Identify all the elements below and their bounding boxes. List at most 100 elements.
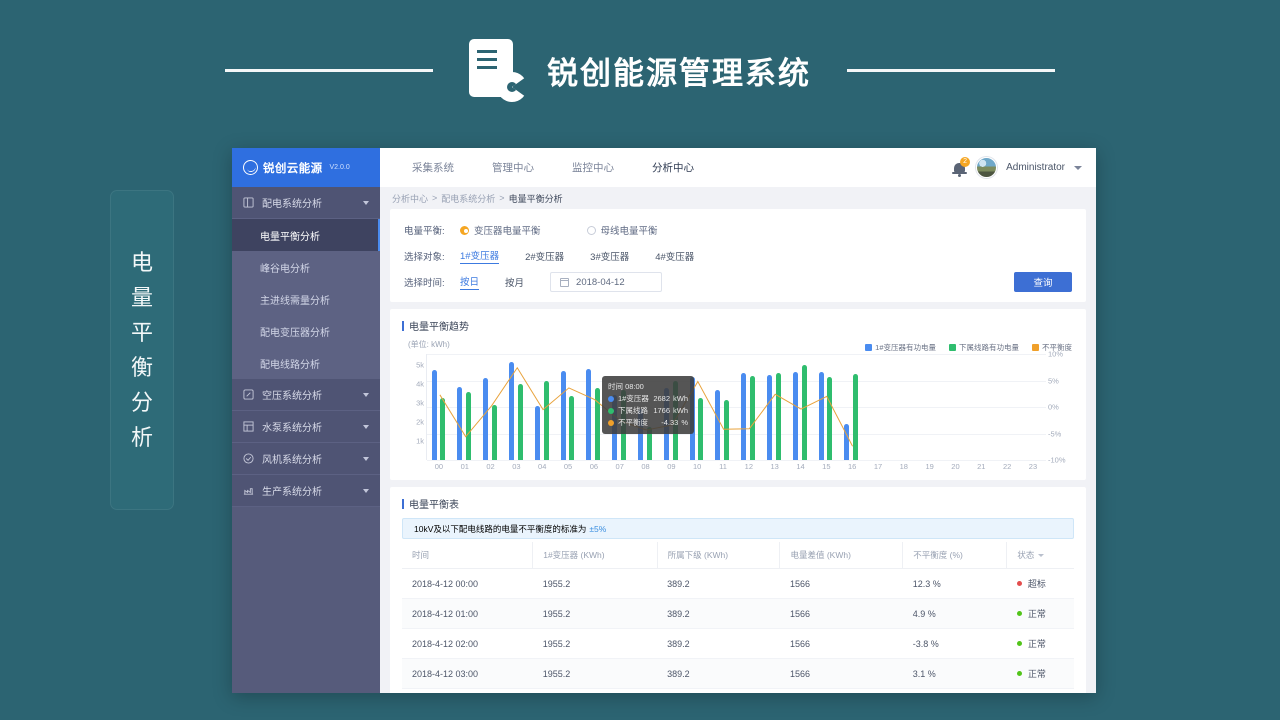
legend-item-2[interactable]: 不平衡度 [1032,342,1072,353]
topbar-right: 2 Administrator [952,148,1096,187]
sidebar-item-peak-valley-analysis[interactable]: 峰谷电分析 [232,251,380,283]
chart-bar-slot[interactable] [814,354,840,460]
breadcrumb-part-1[interactable]: 配电系统分析 [441,193,496,204]
sidebar-group-water-pump[interactable]: 水泵系统分析 [232,411,380,443]
avatar[interactable] [976,157,998,178]
status-dot-icon [1016,611,1022,616]
calendar-icon [560,277,570,287]
x-tick-label: 10 [693,462,702,471]
balance-table: 时间 1#变压器 (KWh) 所属下级 (KWh) 电量差值 (KWh) 不平衡度 (%… [402,542,1074,693]
chart-bar-slot[interactable] [711,354,737,460]
chart-bar-slot[interactable] [453,354,479,460]
chevron-down-icon [363,424,369,429]
y-tick-label: 5k [416,360,424,370]
table-header-cell[interactable]: 1#变压器 (KWh) [532,542,658,569]
x-tick-label: 21 [977,462,986,471]
time-mode-daily[interactable]: 按日 [460,274,480,290]
query-button[interactable]: 查询 [1014,272,1072,292]
app-logo[interactable]: 锐创云能源 V2.0.0 [232,148,380,187]
factory-icon [243,488,254,495]
sidebar-item-line-analysis[interactable]: 配电线路分析 [232,347,380,379]
sidebar-item-label: 电量平衡分析 [260,231,320,243]
breadcrumb-part-0[interactable]: 分析中心 [392,193,429,204]
legend-item-1[interactable]: 下属线路有功电量 [949,342,1019,353]
bar-subline [569,395,575,460]
table-row[interactable]: 2018-4-12 01:00 1955.2 389.2 1566 4.9 % 正常 [402,598,1074,629]
table-header-cell[interactable]: 不平衡度 (%) [902,542,1007,569]
topnav-item-2[interactable]: 监控中心 [572,162,614,174]
time-mode-monthly[interactable]: 按月 [505,278,525,289]
sidebar-group-air-compressor[interactable]: 空压系统分析 [232,379,380,411]
chart-bar-slot[interactable] [504,354,530,460]
table-header-cell[interactable]: 所属下级 (KWh) [656,542,780,569]
radio-transformer-balance[interactable]: 变压器电量平衡 [460,223,541,237]
x-tick-label: 15 [822,462,831,471]
table-header-cell[interactable]: 时间 [402,542,533,569]
table-header-cell[interactable]: 状态 [1006,542,1074,569]
chart-line-series [427,354,1046,460]
table-row[interactable]: 2018-4-12 02:00 1955.2 389.2 1566 -3.8 % 正常 [402,628,1074,659]
header-rule-right [847,68,1055,72]
table-header-cell[interactable]: 电量差值 (KWh) [779,542,903,569]
breadcrumb: 分析中心 > 配电系统分析 > 电量平衡分析 [380,187,1096,209]
bar-transformer [483,377,489,460]
x-tick-label: 23 [1028,462,1038,471]
tooltip-row-1: 下属线路 1766 kWh [608,405,688,417]
object-option-3[interactable]: 3#变压器 [590,252,630,263]
bar-transformer [715,389,721,460]
sidebar-item-main-line-demand-analysis[interactable]: 主进线需量分析 [232,283,380,315]
sidebar-group-label: 生产系统分析 [262,487,322,498]
sidebar-item-power-balance-analysis[interactable]: 电量平衡分析 [232,219,380,251]
bar-transformer [844,424,850,460]
status-badge: 正常 [1006,628,1074,659]
topnav-item-1[interactable]: 管理中心 [492,162,534,174]
chart-bar-slot[interactable] [840,354,866,460]
date-picker[interactable]: 2018-04-12 [550,272,663,292]
chart-bar-slot[interactable] [556,354,582,460]
notification-bell-icon[interactable]: 2 [952,156,971,177]
x-tick-label: 02 [486,462,495,471]
legend-item-0[interactable]: 1#变压器有功电量 [865,342,936,353]
x-tick-label: 17 [873,462,883,471]
chart-bar-slot[interactable] [582,354,608,460]
bar-transformer [792,372,798,460]
radio-label: 母线电量平衡 [600,226,658,237]
tooltip-row-2: 不平衡度 -4.33 % [608,417,688,429]
app-window: 锐创云能源 V2.0.0 采集系统 管理中心 监控中心 分析中心 2 Admin… [232,148,1096,693]
status-badge: 正常 [1006,598,1074,629]
object-option-4[interactable]: 4#变压器 [655,252,695,263]
chart-bar-slot[interactable] [788,354,814,460]
sidebar-group-power-distribution[interactable]: 配电系统分析 [232,187,380,219]
sidebar-group-production[interactable]: 生产系统分析 [232,475,380,507]
table-row[interactable]: 2018-4-12 03:00 1955.2 389.2 1566 3.1 % 正常 [402,658,1074,689]
chart-bar-slot[interactable] [762,354,788,460]
y-tick-label: 1k [416,436,424,446]
table-cell-sub: 389.2 [657,688,780,693]
bar-transformer [767,374,772,460]
topnav-item-0[interactable]: 采集系统 [412,162,454,174]
table-cell-imbalance: -3.8 % [902,628,1007,659]
object-option-2[interactable]: 2#变压器 [525,252,565,263]
topnav-item-3[interactable]: 分析中心 [652,162,694,174]
table-cell-diff: 1566 [779,568,903,599]
sidebar-group-label: 空压系统分析 [262,391,322,402]
sidebar-group-fan-system[interactable]: 风机系统分析 [232,443,380,475]
chart-bar-slot[interactable] [427,354,453,460]
object-option-1[interactable]: 1#变压器 [460,248,500,264]
radio-busbar-balance[interactable]: 母线电量平衡 [586,223,658,237]
chart-bar-slot[interactable] [530,354,556,460]
sort-caret-icon[interactable] [1038,554,1045,557]
bar-transformer [741,372,747,460]
x-tick-label: 03 [512,462,521,471]
table-row[interactable]: 2018-4-12 00:00 1955.2 389.2 1566 12.3 % 超标 [402,568,1074,599]
chart-bar-slot[interactable] [633,354,659,460]
chevron-down-icon[interactable] [1074,165,1082,170]
chart-bar-slot[interactable] [737,354,763,460]
chart-bar-slot[interactable] [479,354,505,460]
bar-subline [801,365,807,460]
sidebar-item-transformer-analysis[interactable]: 配电变压器分析 [232,315,380,347]
chart-title: 电量平衡趋势 [402,318,1074,333]
status-badge: 超标 [1006,568,1074,599]
chevron-down-icon [363,200,369,205]
